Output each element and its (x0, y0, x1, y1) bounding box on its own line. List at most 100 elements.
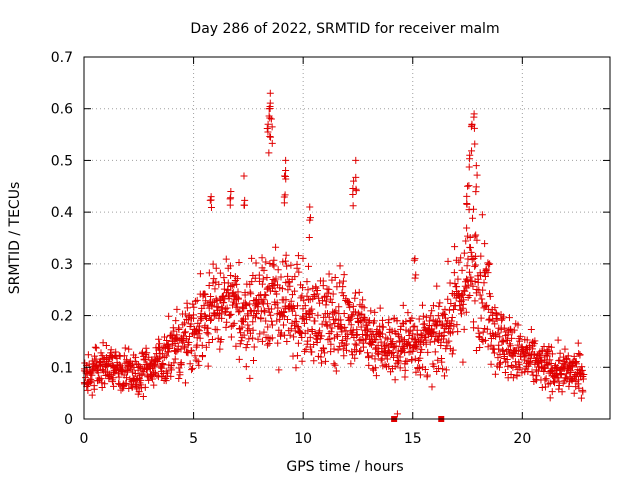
data-point (326, 335, 334, 343)
data-point (242, 301, 250, 309)
data-point (158, 350, 166, 358)
data-point (294, 322, 302, 330)
data-point (429, 302, 437, 310)
data-point (342, 340, 350, 348)
data-point (227, 310, 235, 318)
data-point (268, 139, 276, 147)
data-point (92, 344, 100, 352)
data-point (409, 330, 417, 338)
data-point (226, 201, 234, 209)
data-point (472, 261, 480, 269)
data-point (282, 156, 290, 164)
data-point (249, 326, 257, 334)
x-tick-label: 0 (80, 431, 89, 447)
data-point (462, 308, 470, 316)
data-point (546, 394, 554, 402)
data-point (472, 162, 480, 170)
data-point (92, 355, 100, 363)
data-point (172, 317, 180, 325)
data-point (225, 311, 233, 319)
data-point (332, 315, 340, 323)
data-point (550, 379, 558, 387)
data-point (359, 343, 367, 351)
data-point (439, 321, 447, 329)
data-point (299, 254, 307, 262)
data-point (294, 302, 302, 310)
data-point (578, 363, 586, 371)
data-point (122, 374, 130, 382)
data-point (483, 325, 491, 333)
data-point (463, 262, 471, 270)
data-point (477, 271, 485, 279)
data-point (393, 352, 401, 360)
data-point (299, 284, 307, 292)
data-point (570, 389, 578, 397)
data-point (97, 375, 105, 383)
data-point (222, 255, 230, 263)
data-point (574, 339, 582, 347)
data-point (509, 363, 517, 371)
data-point (543, 361, 551, 369)
data-point (334, 346, 342, 354)
data-point (280, 199, 288, 207)
x-tick-label: 15 (404, 431, 422, 447)
data-point (451, 280, 459, 288)
data-point (479, 286, 487, 294)
data-point (359, 296, 367, 304)
data-point (227, 322, 235, 330)
data-point (531, 337, 539, 345)
data-point (127, 365, 135, 373)
data-point (306, 203, 314, 211)
data-point (355, 336, 363, 344)
data-point (245, 325, 253, 333)
data-point (264, 128, 272, 136)
data-point (336, 262, 344, 270)
data-point (439, 309, 447, 317)
data-point (440, 311, 448, 319)
data-point (323, 297, 331, 305)
data-point (397, 334, 405, 342)
data-point (268, 334, 276, 342)
data-point (228, 281, 236, 289)
data-point (287, 297, 295, 305)
data-point (189, 364, 197, 372)
data-point (217, 336, 225, 344)
data-point (300, 319, 308, 327)
data-point (469, 318, 477, 326)
data-point (265, 149, 273, 157)
data-point (576, 351, 584, 359)
data-point (556, 356, 564, 364)
data-point (484, 343, 492, 351)
data-point (216, 269, 224, 277)
data-point (304, 327, 312, 335)
data-point (403, 357, 411, 365)
data-point (405, 348, 413, 356)
data-point (260, 307, 268, 315)
data-point (162, 377, 170, 385)
data-point (115, 373, 123, 381)
data-point (421, 366, 429, 374)
chart-title: Day 286 of 2022, SRMTID for receiver mal… (190, 21, 499, 37)
data-point (327, 295, 335, 303)
data-point (331, 273, 339, 281)
data-point (455, 258, 463, 266)
data-point (198, 341, 206, 349)
data-point (500, 324, 508, 332)
data-point (412, 368, 420, 376)
data-point (166, 345, 174, 353)
x-tick-label: 20 (513, 431, 531, 447)
data-point (204, 330, 212, 338)
data-point (573, 360, 581, 368)
data-point (325, 285, 333, 293)
data-point (379, 323, 387, 331)
data-point (538, 347, 546, 355)
data-point (562, 370, 570, 378)
axis-ticks: 0 0.1 0.2 0.3 0.4 0.5 0.6 0.7 0 5 10 15 20 (51, 50, 610, 447)
data-point (274, 304, 282, 312)
data-point (246, 288, 254, 296)
data-point (444, 295, 452, 303)
data-point (414, 365, 422, 373)
data-point (327, 328, 335, 336)
data-point (263, 273, 271, 281)
data-point (445, 306, 453, 314)
